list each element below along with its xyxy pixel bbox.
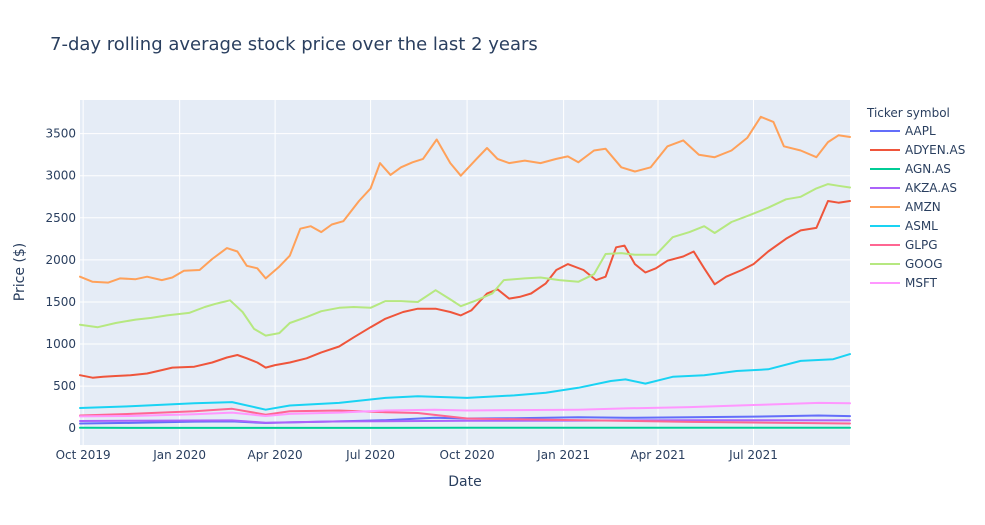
series-line-asml[interactable]	[79, 353, 851, 411]
legend-label: AMZN	[905, 200, 941, 214]
legend-item-akza-as[interactable]: AKZA.AS	[870, 181, 957, 195]
legend-label: ADYEN.AS	[905, 143, 965, 157]
legend-label: ASML	[905, 219, 938, 233]
legend-item-aapl[interactable]: AAPL	[870, 124, 936, 138]
series-lines	[79, 115, 851, 429]
x-axis-ticks: Oct 2019 Jan 2020 Apr 2020 Jul 2020 Oct 2020…	[56, 448, 778, 462]
series-line-msft[interactable]	[79, 401, 851, 418]
legend-label: AKZA.AS	[905, 181, 957, 195]
legend-item-agn-as[interactable]: AGN.AS	[870, 162, 951, 176]
y-tick-label: 1500	[45, 295, 76, 309]
y-axis-ticks: 0 500 1000 1500 2000 2500 3000 3500	[45, 127, 76, 436]
x-tick-label: Jan 2021	[536, 448, 590, 462]
y-tick-label: 3500	[45, 127, 76, 141]
y-axis-title: Price ($)	[12, 243, 28, 301]
legend-items: AAPL ADYEN.AS AGN.AS AKZA.AS AMZN ASML GLPG GOO…	[870, 124, 965, 290]
y-tick-label: 0	[68, 421, 76, 435]
x-tick-label: Apr 2021	[630, 448, 685, 462]
series-line-adyen-as[interactable]	[79, 200, 851, 379]
legend-item-goog[interactable]: GOOG	[870, 257, 943, 271]
y-tick-label: 3000	[45, 169, 76, 183]
series-line-amzn[interactable]	[79, 115, 851, 284]
legend: Ticker symbol AAPLADYEN.ASAGN.ASAKZA.ASA…	[866, 106, 965, 290]
x-tick-label: Oct 2020	[440, 448, 495, 462]
y-tick-label: 1000	[45, 337, 76, 351]
legend-item-glpg[interactable]: GLPG	[870, 238, 938, 252]
legend-label: AGN.AS	[905, 162, 951, 176]
x-tick-label: Jul 2021	[728, 448, 778, 462]
x-tick-label: Jan 2020	[152, 448, 206, 462]
legend-item-asml[interactable]: ASML	[870, 219, 938, 233]
legend-label: MSFT	[905, 276, 938, 290]
x-tick-label: Oct 2019	[56, 448, 111, 462]
legend-item-adyen-as[interactable]: ADYEN.AS	[870, 143, 965, 157]
x-tick-label: Apr 2020	[248, 448, 303, 462]
legend-label: GOOG	[905, 257, 943, 271]
y-tick-label: 2500	[45, 211, 76, 225]
chart-title: 7-day rolling average stock price over t…	[50, 34, 538, 55]
legend-item-amzn[interactable]: AMZN	[870, 200, 941, 214]
plot-area	[80, 100, 850, 445]
y-tick-label: 500	[53, 379, 76, 393]
legend-label: AAPL	[905, 124, 936, 138]
y-tick-label: 2000	[45, 253, 76, 267]
legend-label: GLPG	[905, 238, 938, 252]
x-axis-title: Date	[448, 474, 481, 490]
series-line-aapl[interactable]	[79, 414, 851, 425]
legend-item-msft[interactable]: MSFT	[870, 276, 938, 290]
series-line-goog[interactable]	[79, 183, 851, 337]
x-tick-label: Jul 2020	[345, 448, 395, 462]
legend-title: Ticker symbol	[866, 106, 950, 120]
